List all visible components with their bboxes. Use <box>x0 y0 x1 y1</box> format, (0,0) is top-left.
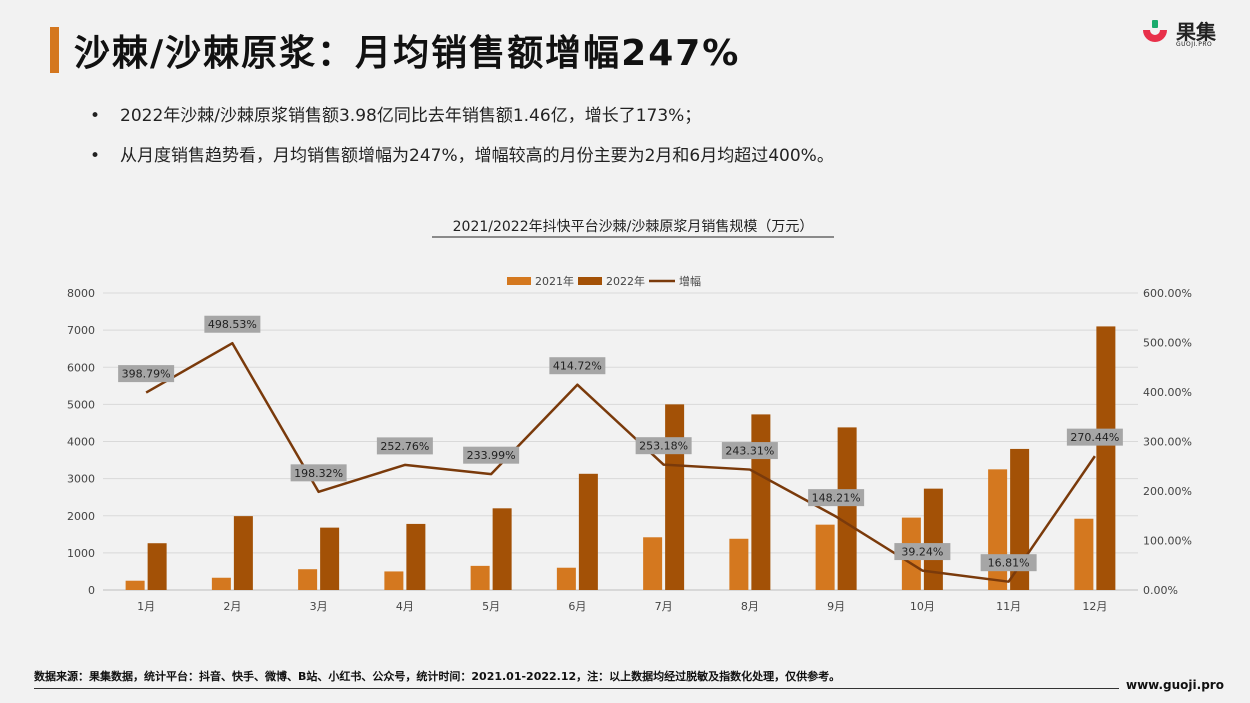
y-right-tick-label: 0.00% <box>1143 584 1178 597</box>
bar-2022 <box>578 473 598 590</box>
bar-2021 <box>643 537 663 590</box>
bar-2021 <box>125 580 145 590</box>
x-tick-label: 3月 <box>310 600 328 613</box>
growth-data-label-box <box>980 554 1037 572</box>
growth-data-label-box <box>463 446 520 464</box>
legend-bar-swatch <box>507 277 531 285</box>
brand-logo: 果集 GUOJI.PRO <box>1140 14 1240 54</box>
bar-2021 <box>211 577 231 590</box>
bar-2022 <box>1096 326 1116 590</box>
bar-2021 <box>556 567 576 590</box>
growth-data-label-box <box>894 543 951 561</box>
sales-chart: 2021/2022年抖快平台沙棘/沙棘原浆月销售规模（万元） 0 1000 2000 3… <box>67 219 1192 613</box>
y-right-tick-label: 600.00% <box>1143 287 1192 300</box>
growth-data-label: 414.72% <box>553 360 602 373</box>
growth-data-label: 253.18% <box>639 440 688 453</box>
bar-2021 <box>384 571 404 590</box>
growth-line <box>145 341 1096 583</box>
growth-data-label-box <box>635 437 692 455</box>
y-left-tick-label: 8000 <box>67 287 95 300</box>
growth-data-label: 498.53% <box>208 318 257 331</box>
growth-data-label: 233.99% <box>467 449 516 462</box>
growth-data-label: 398.79% <box>122 368 171 381</box>
footer-divider <box>34 688 1119 689</box>
growth-data-label-box <box>376 437 433 455</box>
bar-2022 <box>751 414 771 590</box>
x-tick-label: 12月 <box>1082 600 1107 613</box>
growth-data-label: 243.31% <box>725 445 774 458</box>
growth-data-label-box <box>204 315 261 333</box>
footer-source-note: 数据来源：果集数据，统计平台：抖音、快手、微博、B站、小红书、公众号，统计时间：… <box>34 670 841 683</box>
x-tick-label: 10月 <box>910 600 935 613</box>
growth-data-label: 252.76% <box>380 440 429 453</box>
growth-data-label: 270.44% <box>1070 431 1119 444</box>
bullet-list: 2022年沙棘/沙棘原浆销售额3.98亿同比去年销售额1.46亿，增长了173%… <box>90 104 834 184</box>
growth-data-label: 148.21% <box>812 492 861 505</box>
bar-2021 <box>729 538 749 590</box>
legend-label: 2022年 <box>606 274 645 288</box>
bar-2021 <box>988 469 1008 590</box>
chart-title: 2021/2022年抖快平台沙棘/沙棘原浆月销售规模（万元） <box>453 219 814 235</box>
brand-sub: GUOJI.PRO <box>1176 41 1213 48</box>
bar-2021 <box>470 565 490 590</box>
y-left-tick-label: 5000 <box>67 398 95 411</box>
bullet-item: 2022年沙棘/沙棘原浆销售额3.98亿同比去年销售额1.46亿，增长了173%… <box>90 104 834 144</box>
y-left-tick-label: 2000 <box>67 510 95 523</box>
growth-data-label: 16.81% <box>988 557 1030 570</box>
x-tick-label: 1月 <box>137 600 155 613</box>
brand-name: 果集 <box>1176 20 1216 44</box>
legend-label: 增幅 <box>679 274 701 288</box>
bar-2022 <box>147 543 167 590</box>
growth-data-label-box <box>549 357 606 375</box>
bar-2022 <box>923 488 943 590</box>
growth-data-label-box <box>1066 428 1123 446</box>
bar-2021 <box>298 569 318 590</box>
growth-data-label-box <box>721 442 778 460</box>
x-tick-label: 6月 <box>568 600 586 613</box>
y-right-tick-label: 100.00% <box>1143 535 1192 548</box>
y-right-tick-label: 400.00% <box>1143 386 1192 399</box>
x-tick-label: 8月 <box>741 600 759 613</box>
y-left-tick-label: 4000 <box>67 436 95 449</box>
bar-2022 <box>837 427 857 590</box>
y-left-tick-label: 6000 <box>67 361 95 374</box>
brand-logo-icon <box>1143 20 1167 42</box>
bar-2022 <box>320 527 340 590</box>
y-right-tick-label: 500.00% <box>1143 337 1192 350</box>
bar-2021 <box>1074 518 1094 590</box>
page-title: 沙棘/沙棘原浆：月均销售额增幅247% <box>74 33 741 74</box>
growth-data-label: 198.32% <box>294 467 343 480</box>
bar-2022 <box>233 516 253 590</box>
growth-data-label-box <box>290 464 347 482</box>
x-tick-label: 9月 <box>827 600 845 613</box>
bar-2022 <box>406 523 426 590</box>
y-left-tick-label: 7000 <box>67 324 95 337</box>
y-left-tick-label: 3000 <box>67 473 95 486</box>
x-tick-label: 11月 <box>996 600 1021 613</box>
x-tick-label: 7月 <box>655 600 673 613</box>
legend-label: 2021年 <box>535 274 574 288</box>
x-tick-label: 4月 <box>396 600 414 613</box>
y-right-tick-label: 300.00% <box>1143 436 1192 449</box>
bar-2022 <box>492 508 512 590</box>
growth-data-label-box <box>118 365 175 383</box>
y-left-tick-label: 1000 <box>67 547 95 560</box>
growth-data-label: 39.24% <box>901 546 943 559</box>
growth-data-label-box <box>808 489 865 507</box>
x-tick-label: 5月 <box>482 600 500 613</box>
title-accent-bar <box>50 27 59 73</box>
y-left-tick-label: 0 <box>88 584 95 597</box>
bullet-item: 从月度销售趋势看，月均销售额增幅为247%，增幅较高的月份主要为2月和6月均超过… <box>90 144 834 184</box>
x-tick-label: 2月 <box>223 600 241 613</box>
footer-url: www.guoji.pro <box>1126 678 1224 692</box>
legend-bar-swatch <box>578 277 602 285</box>
bar-2021 <box>815 524 835 590</box>
y-right-tick-label: 200.00% <box>1143 485 1192 498</box>
bar-2022 <box>665 404 685 590</box>
